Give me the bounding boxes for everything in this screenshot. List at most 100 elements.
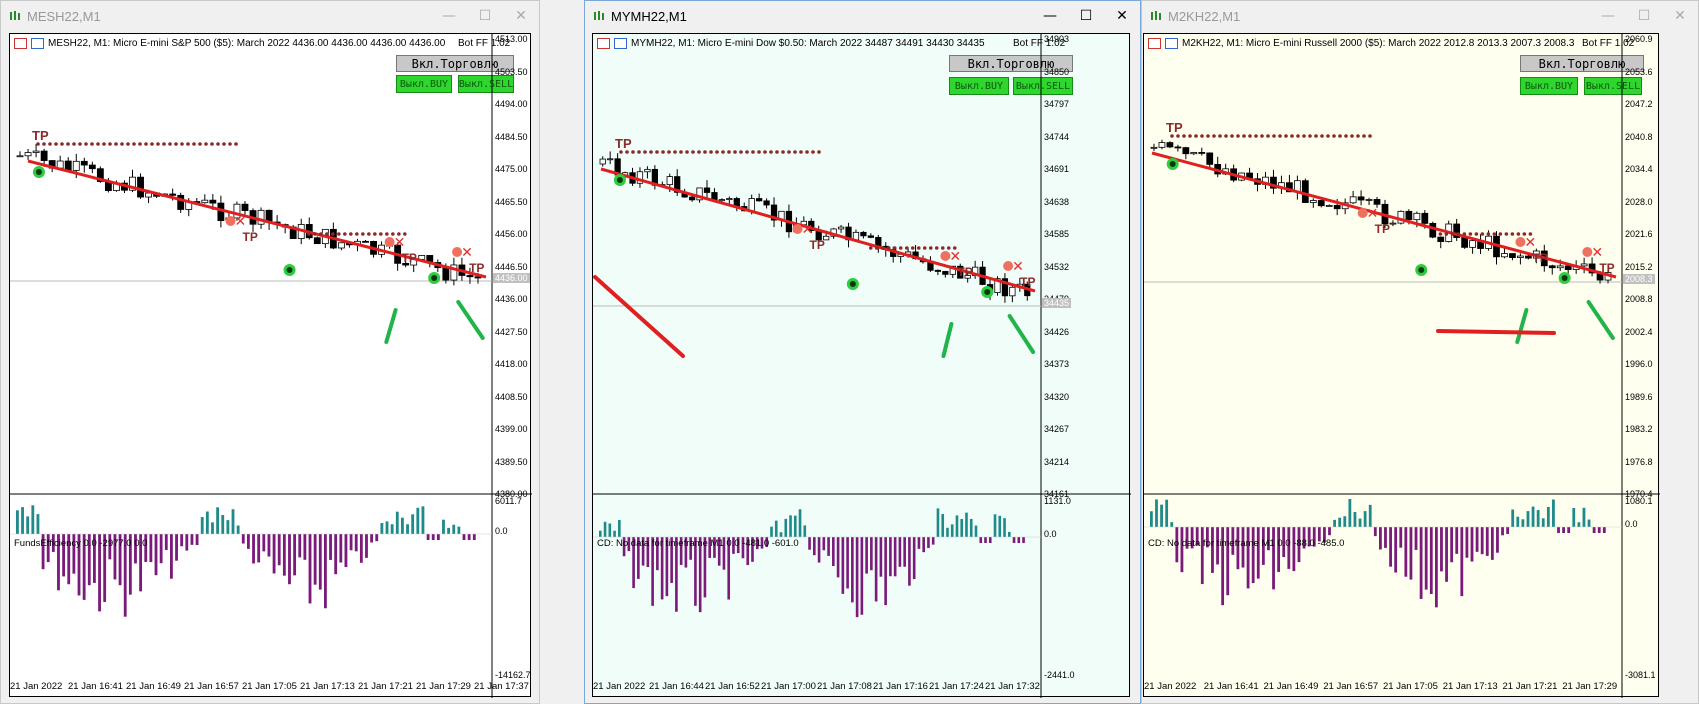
histogram-bar	[1221, 527, 1225, 606]
price-scale-label: 34903	[1044, 34, 1070, 44]
histogram-bar	[390, 524, 394, 534]
candle-body	[770, 204, 778, 221]
histogram-bar	[205, 511, 209, 534]
histogram-bar	[889, 537, 892, 577]
symbol-icon	[31, 38, 44, 49]
histogram-bar	[1012, 537, 1016, 543]
sell-marker	[1003, 261, 1014, 271]
candle-body	[644, 168, 651, 173]
candle-body	[1150, 146, 1158, 149]
close-button[interactable]: ✕	[515, 8, 527, 24]
price-plot: TP✕TP✕TP✕TP	[593, 34, 1131, 698]
annotation-stroke	[456, 300, 485, 340]
annotation-stroke	[384, 308, 398, 344]
price-scale-label: 4427.50	[495, 326, 528, 337]
tp-dot	[391, 232, 395, 236]
tp-dot	[787, 150, 791, 154]
histogram-bar	[277, 534, 281, 566]
disable-sell-button[interactable]: Выкл.SELL	[458, 75, 514, 93]
close-button[interactable]: ✕	[1674, 8, 1686, 24]
candle-body	[1317, 200, 1325, 207]
histogram-bar	[303, 534, 307, 560]
indicator-scale-label: 6011.7	[495, 496, 522, 506]
histogram-bar	[665, 537, 669, 597]
histogram-bar	[637, 537, 640, 579]
time-axis-label: 21 Jan 16:44	[649, 681, 704, 692]
histogram-bar	[599, 530, 602, 537]
candle-body	[96, 168, 104, 182]
histogram-bar	[1236, 527, 1240, 570]
histogram-bar	[216, 507, 220, 534]
chart-area[interactable]: MESH22, M1: Micro E-mini S&P 500 ($5): M…	[9, 33, 532, 698]
disable-sell-button[interactable]: Выкл.SELL	[1584, 77, 1642, 95]
candle-body	[64, 160, 72, 171]
histogram-bar	[1567, 527, 1571, 533]
histogram-bar	[185, 534, 189, 551]
chart-area[interactable]: MYMH22, M1: Micro E-mini Dow $0.50: Marc…	[592, 33, 1131, 698]
time-axis-label: 21 Jan 17:32	[985, 681, 1040, 692]
histogram-bar	[118, 534, 122, 586]
histogram-bar	[16, 510, 19, 534]
histogram-bar	[684, 537, 688, 568]
minimize-button[interactable]: —	[1043, 8, 1057, 24]
price-scale-label: 1983.2	[1625, 424, 1653, 434]
histogram-bar	[395, 511, 399, 534]
tp-dot	[685, 150, 689, 154]
enable-trading-button[interactable]: Вкл.Торговлю	[1520, 55, 1644, 72]
tp-dot	[210, 142, 214, 146]
candle-body	[1373, 199, 1381, 205]
histogram-bar	[632, 537, 635, 589]
histogram-bar	[1312, 527, 1316, 547]
candle-body	[1009, 286, 1016, 297]
chart-window-mesh22[interactable]: MESH22,M1 — ☐ ✕ MESH22, M1: Micro E-mini…	[0, 0, 540, 704]
disable-sell-button[interactable]: Выкл.SELL	[1013, 77, 1073, 95]
histogram-bar	[175, 534, 178, 561]
chart-info: MESH22, M1: Micro E-mini S&P 500 ($5): M…	[14, 38, 445, 49]
tp-dot	[661, 150, 665, 154]
moving-average-line	[600, 167, 1036, 293]
maximize-button[interactable]: ☐	[1079, 8, 1093, 24]
candle-body	[696, 187, 703, 201]
chart-window-mymh22[interactable]: MYMH22,M1 — ☐ ✕ MYMH22, M1: Micro E-mini…	[584, 0, 1141, 704]
candle-body	[837, 226, 845, 230]
histogram-bar	[180, 534, 184, 547]
histogram-bar	[1256, 527, 1260, 579]
tp-dot	[1462, 232, 1467, 236]
disable-buy-button[interactable]: Выкл.BUY	[949, 77, 1009, 95]
histogram-bar	[1155, 499, 1158, 527]
disable-buy-button[interactable]: Выкл.BUY	[396, 75, 452, 93]
histogram-bar	[190, 534, 194, 545]
enable-trading-button[interactable]: Вкл.Торговлю	[949, 55, 1073, 72]
histogram-bar	[1261, 527, 1265, 565]
maximize-button[interactable]: ☐	[478, 8, 492, 24]
chart-area[interactable]: M2KH22, M1: Micro E-mini Russell 2000 ($…	[1143, 33, 1660, 698]
histogram-bar	[1338, 517, 1342, 527]
tp-dot	[84, 142, 88, 146]
tp-dot	[108, 142, 112, 146]
close-button[interactable]: ✕	[1116, 8, 1128, 24]
chart-window-icon	[1151, 11, 1161, 20]
histogram-bar	[1409, 527, 1413, 580]
candle-body	[726, 198, 733, 200]
histogram-bar	[836, 537, 840, 578]
disable-buy-button[interactable]: Выкл.BUY	[1520, 77, 1578, 95]
chart-window-m2kh22[interactable]: M2KH22,M1 — ☐ ✕ M2KH22, M1: Micro E-mini…	[1141, 0, 1699, 704]
minimize-button[interactable]: —	[1601, 8, 1615, 24]
enable-trading-button[interactable]: Вкл.Торговлю	[396, 55, 514, 72]
window-titlebar[interactable]: MYMH22,M1	[585, 1, 1140, 31]
tp-dot	[1248, 134, 1252, 138]
minimize-button[interactable]: —	[442, 8, 456, 24]
tp-dot	[727, 150, 731, 154]
histogram-bar	[784, 518, 788, 537]
candle-body	[1198, 152, 1206, 154]
time-axis-label: 21 Jan 17:21	[1502, 681, 1558, 692]
tp-dot	[1350, 134, 1354, 138]
maximize-button[interactable]: ☐	[1637, 8, 1651, 24]
histogram-bar	[139, 534, 143, 592]
window-titlebar[interactable]: M2KH22,M1	[1142, 1, 1698, 31]
histogram-bar	[927, 537, 930, 549]
window-titlebar[interactable]: MESH22,M1	[1, 1, 539, 31]
histogram-bar	[293, 534, 297, 576]
histogram-bar	[893, 537, 897, 577]
histogram-bar	[1307, 527, 1311, 547]
